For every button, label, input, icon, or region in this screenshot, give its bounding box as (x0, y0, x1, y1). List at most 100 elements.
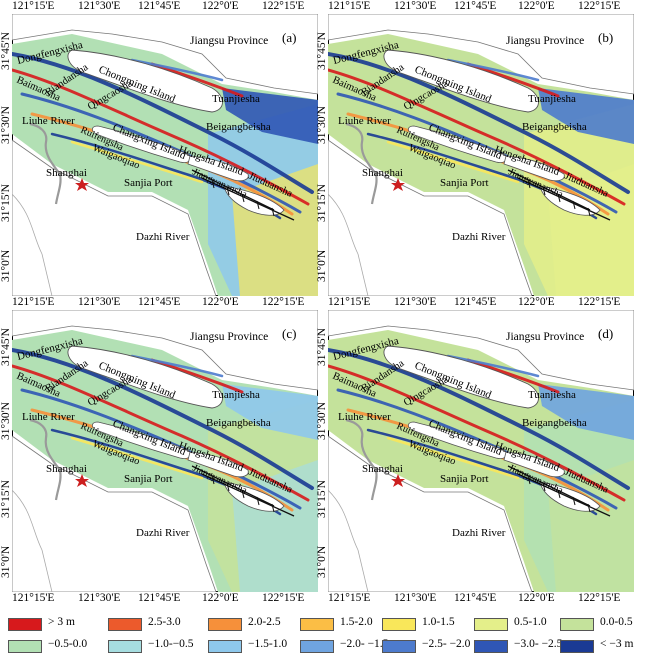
legend-label: −2.0- −1.5 (340, 638, 389, 650)
legend-swatch (108, 640, 142, 653)
y-tick-label: 31°45'N (0, 328, 12, 366)
place-label-jiangsu: Jiangsu Province (506, 35, 584, 47)
erosion-band (222, 88, 318, 144)
x-tick-label: 121°30'E (394, 296, 437, 308)
y-tick-label: 31°30'N (0, 402, 12, 440)
groyne (226, 482, 230, 492)
y-tick-label: 31°45'N (316, 328, 328, 366)
y-tick-label: 31°0'N (316, 545, 328, 578)
channel-streak (328, 52, 630, 194)
y-tick-label: 31°30'N (316, 106, 328, 144)
river-line (29, 418, 62, 501)
groyne (211, 475, 215, 485)
groyne (271, 503, 275, 513)
x-tick-label: 121°15'E (328, 296, 371, 308)
chongming-island (67, 345, 223, 409)
hengsha-island (187, 451, 249, 478)
place-label-shanghai: Shanghai (46, 167, 87, 179)
place-label-dazhi: Dazhi River (136, 231, 190, 243)
channel-streak (70, 140, 204, 184)
y-tick-label: 31°30'N (0, 106, 12, 144)
x-tick-label: 121°45'E (138, 0, 181, 12)
legend-label: −1.5-1.0 (248, 638, 288, 650)
x-tick-label: 122°15'E (578, 592, 621, 604)
river-line (29, 122, 62, 205)
legend-swatch (108, 618, 142, 631)
x-tick-label: 122°0'E (518, 296, 555, 308)
channel-streak (328, 364, 626, 502)
place-label-dazhi: Dazhi River (452, 527, 506, 539)
legend-swatch (382, 618, 416, 631)
y-tick-label: 31°0'N (316, 249, 328, 282)
channel-streak (328, 348, 630, 490)
training-wall (201, 473, 295, 517)
changxing-island (92, 421, 191, 459)
shanghai-star-icon (75, 178, 89, 191)
map-panel: Jiangsu Province Chongming Island Dongfeng… (328, 310, 634, 592)
training-wall (201, 177, 295, 221)
groyne (226, 186, 230, 196)
training-wall (507, 465, 591, 507)
legend-label: −0.5-0.0 (48, 638, 88, 650)
legend-swatch (474, 618, 508, 631)
x-tick-label: 121°45'E (138, 592, 181, 604)
x-tick-label: 122°15'E (262, 0, 305, 12)
place-label-tuanjiesha: Tuanjiesha (212, 93, 260, 105)
x-tick-label: 121°15'E (328, 0, 371, 12)
erosion-band (222, 384, 318, 440)
legend-label: 2.5-3.0 (148, 616, 181, 628)
channel-streak (386, 436, 520, 480)
legend-swatch (208, 618, 242, 631)
training-wall (191, 169, 275, 211)
channel-streak (12, 52, 314, 194)
groyne (527, 475, 531, 485)
channel-streak (12, 68, 310, 206)
changxing-island (92, 125, 191, 163)
jiangsu-land (12, 310, 318, 391)
channel-streak (12, 348, 314, 490)
legend-swatch (8, 618, 42, 631)
legend-label: −2.5- −2.0 (422, 638, 471, 650)
place-label-beigangbeisha: Beigangbeisha (206, 121, 271, 133)
place-label-liuhe: Liuhe River (338, 115, 391, 127)
legend-swatch (474, 640, 508, 653)
groyne (542, 482, 546, 492)
x-tick-label: 121°45'E (454, 296, 497, 308)
x-tick-label: 122°0'E (518, 592, 555, 604)
groyne (241, 193, 245, 203)
x-tick-label: 121°30'E (394, 0, 437, 12)
map-panel: Jiangsu Province Chongming Island Dongfeng… (12, 14, 318, 296)
x-tick-label: 121°30'E (78, 0, 121, 12)
x-tick-label: 121°15'E (12, 296, 55, 308)
place-label-tuanjiesha: Tuanjiesha (212, 389, 260, 401)
boundary-line (12, 489, 53, 592)
shanghai-land (12, 139, 217, 296)
x-tick-label: 122°15'E (262, 296, 305, 308)
panel-label: (c) (282, 326, 296, 341)
groyne (256, 496, 260, 506)
x-tick-label: 121°15'E (12, 592, 55, 604)
x-tick-label: 122°0'E (202, 296, 239, 308)
legend-label: 1.5-2.0 (340, 616, 373, 628)
place-label-tuanjiesha: Tuanjiesha (528, 93, 576, 105)
place-label-sanjia: Sanjia Port (124, 473, 173, 485)
place-label-sanjia: Sanjia Port (440, 473, 489, 485)
panel-label: (b) (598, 30, 613, 45)
place-label-beigangbeisha: Beigangbeisha (206, 417, 271, 429)
legend-swatch (8, 640, 42, 653)
place-label-liuhe: Liuhe River (338, 411, 391, 423)
groyne (527, 179, 531, 189)
legend-swatch (208, 640, 242, 653)
erosion-band (538, 88, 634, 144)
y-tick-label: 31°15'N (0, 184, 12, 222)
jiangsu-land (328, 310, 634, 391)
training-wall (191, 465, 275, 507)
channel-streak (70, 436, 204, 480)
legend-swatch (300, 618, 334, 631)
channel-streak (328, 68, 626, 206)
hengsha-island (187, 155, 249, 182)
channel-streak (386, 140, 520, 184)
x-tick-label: 122°0'E (202, 592, 239, 604)
x-tick-label: 121°45'E (454, 592, 497, 604)
